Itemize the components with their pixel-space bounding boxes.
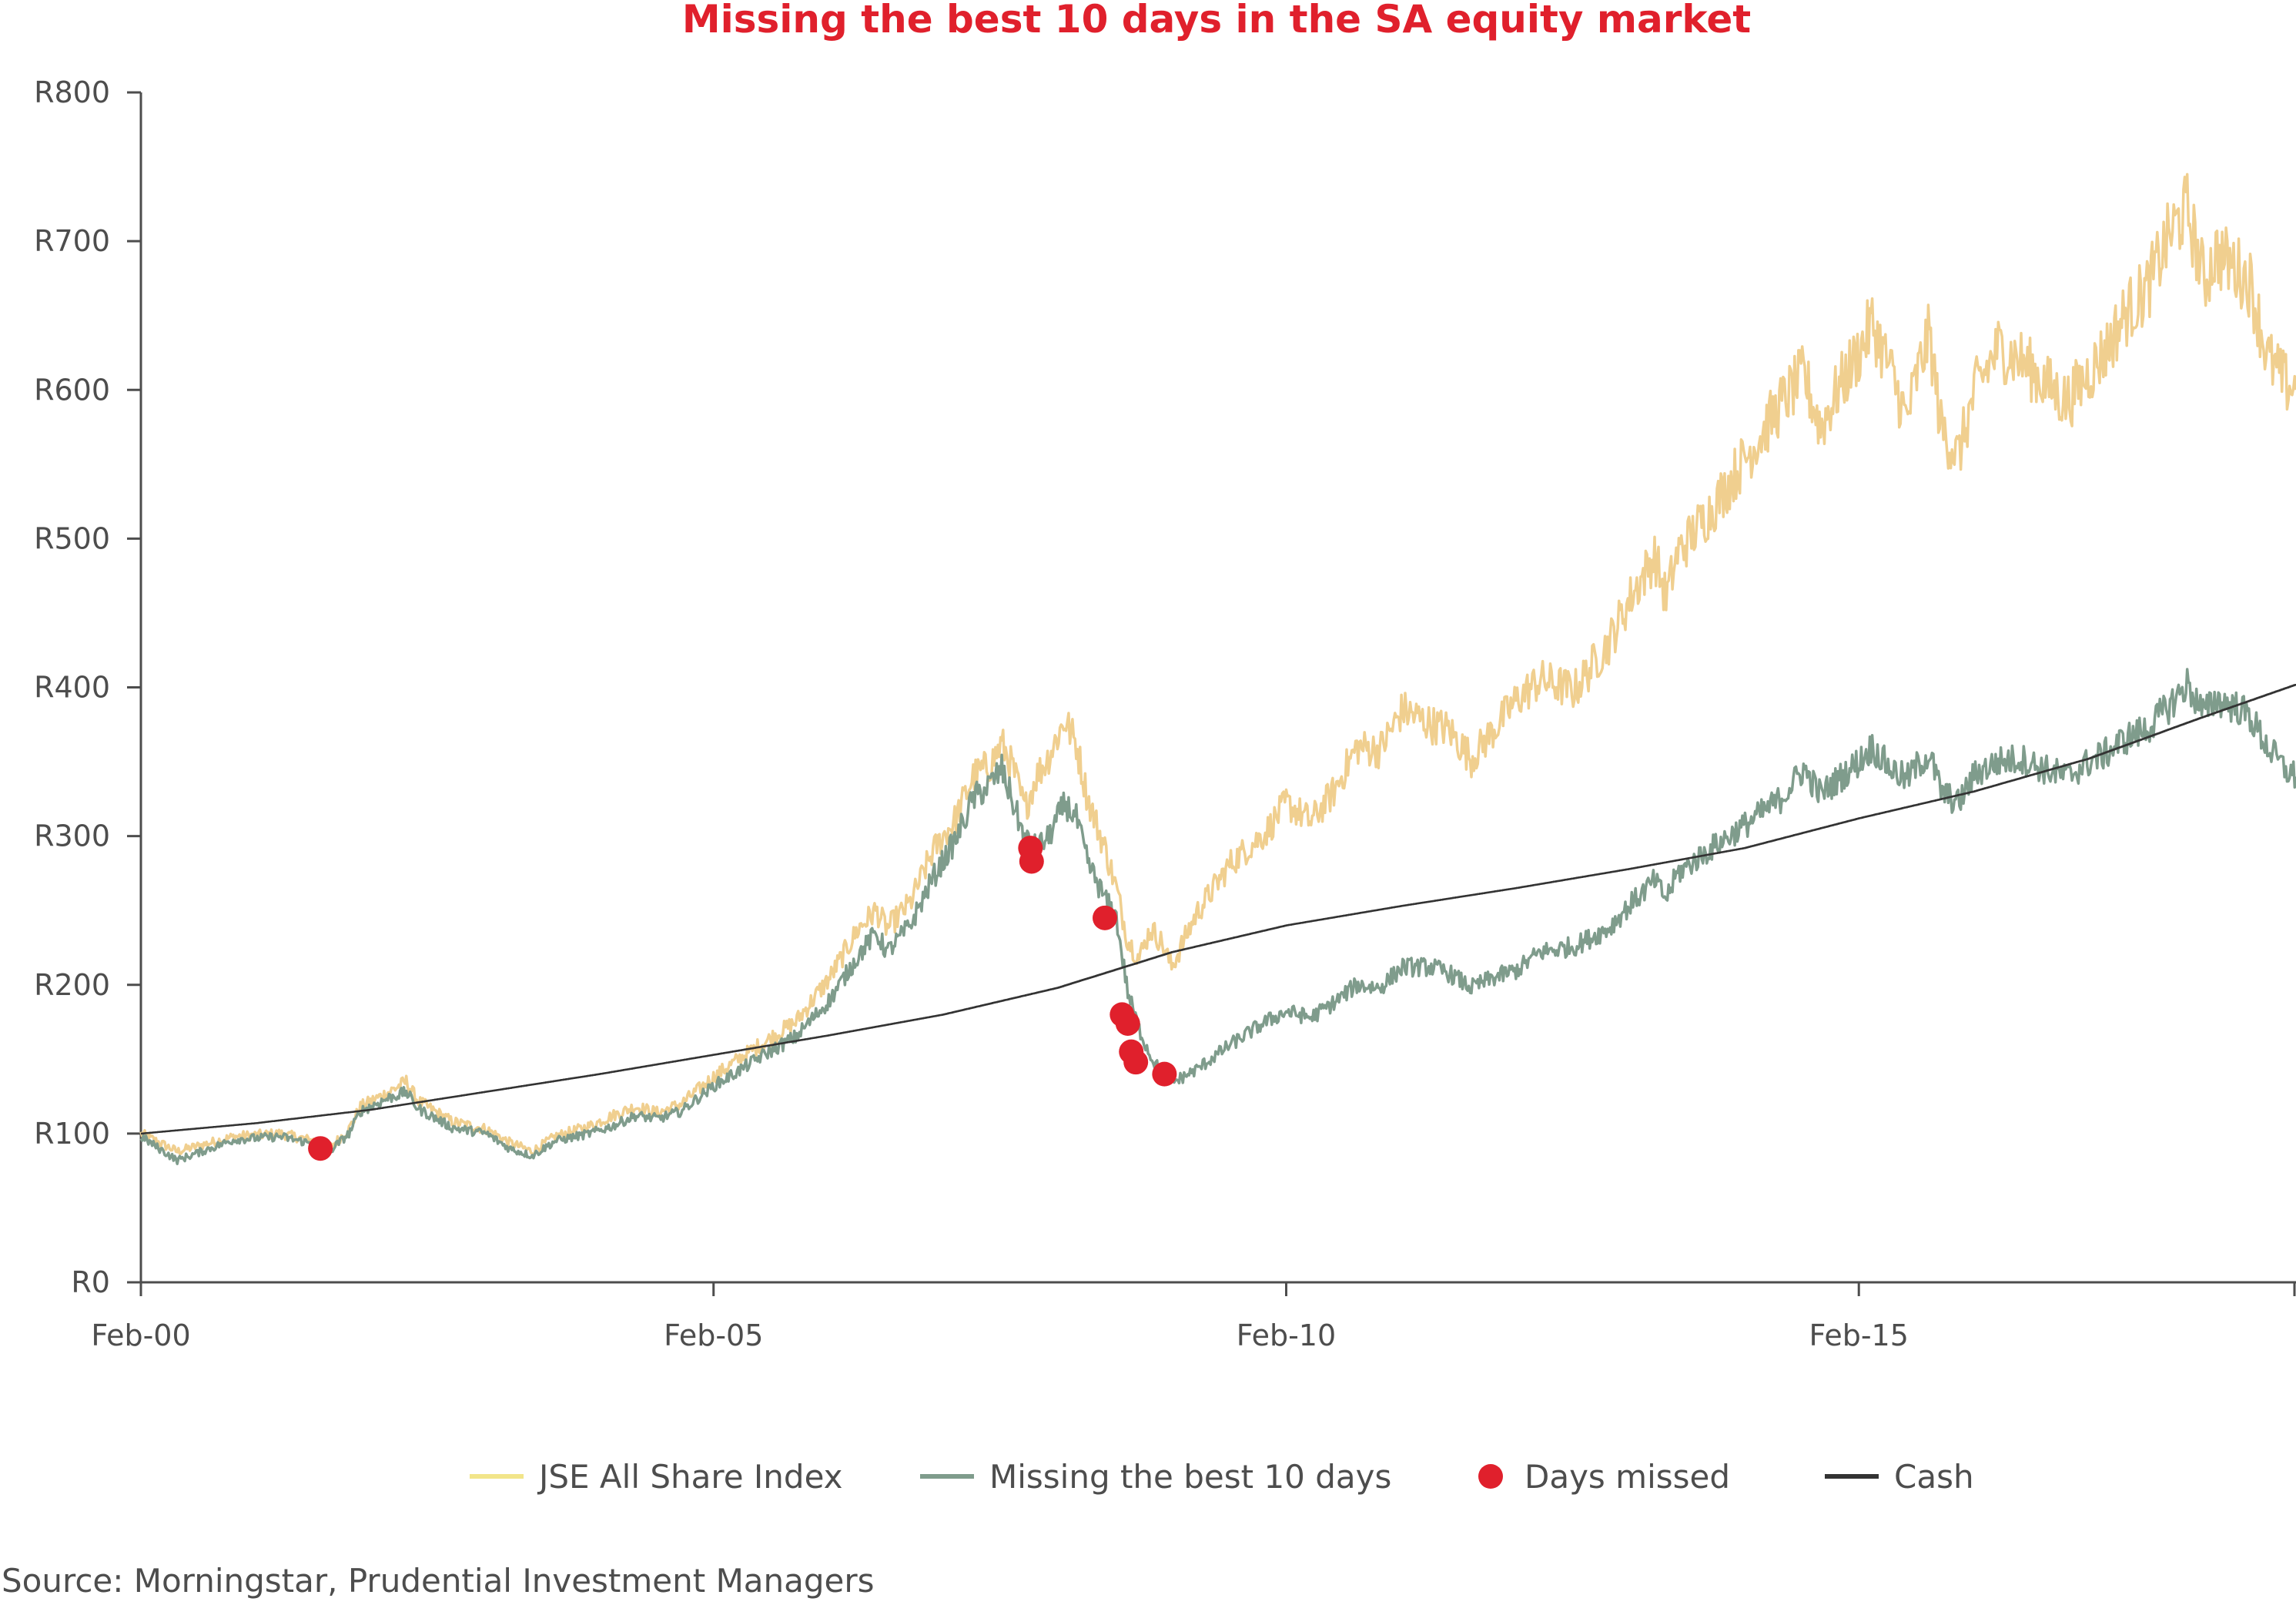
days-missed-marker <box>1093 905 1118 930</box>
legend-label: Cash <box>1894 1458 1974 1496</box>
y-tick-label: R600 <box>34 373 110 407</box>
x-tick-label: Feb-00 <box>91 1319 190 1352</box>
legend-label: Days missed <box>1525 1458 1730 1496</box>
legend-jse-all-share-index: JSE All Share Index <box>470 1458 843 1496</box>
y-tick-label: R400 <box>34 671 110 705</box>
jse-all-share-index-line <box>139 173 2296 1157</box>
legend-days-missed: Days missed <box>1478 1458 1730 1496</box>
days-missed-marker <box>1123 1050 1149 1075</box>
days-missed-marker <box>1019 849 1044 874</box>
x-tick-label: Feb-15 <box>1809 1319 1909 1352</box>
y-tick-label: R800 <box>34 75 110 109</box>
chart-title: Missing the best 10 days in the SA equit… <box>682 0 1751 42</box>
legend: JSE All Share Index Missing the best 10 d… <box>470 1458 1974 1496</box>
y-tick-label: R700 <box>34 224 110 258</box>
legend-label: Missing the best 10 days <box>989 1458 1391 1496</box>
y-tick-label: R0 <box>71 1265 110 1299</box>
legend-missing-best-10-days: Missing the best 10 days <box>920 1458 1391 1496</box>
cash-line <box>141 683 2296 1135</box>
x-tick-label: Feb-10 <box>1237 1319 1336 1352</box>
source-note: Source: Morningstar, Prudential Investme… <box>2 1562 875 1600</box>
legend-swatch <box>1478 1464 1503 1489</box>
x-tick-label: Feb-05 <box>664 1319 763 1352</box>
y-tick-label: R200 <box>34 968 110 1002</box>
legend-label: JSE All Share Index <box>537 1458 843 1496</box>
y-tick-label: R500 <box>34 521 110 555</box>
days-missed-marker <box>308 1136 333 1161</box>
legend-cash: Cash <box>1825 1458 1974 1496</box>
days-missed-marker <box>1152 1061 1177 1087</box>
missing-best-10-days-line <box>139 668 2296 1165</box>
y-tick-label: R100 <box>34 1117 110 1151</box>
days-missed-markers <box>308 836 1177 1161</box>
series-layer <box>139 173 2296 1165</box>
y-tick-label: R300 <box>34 819 110 853</box>
days-missed-marker <box>1115 1010 1140 1036</box>
axes: R0 R100 R200 R300 R400 R500 R600 R700 R800 Feb-00… <box>34 75 2296 1352</box>
